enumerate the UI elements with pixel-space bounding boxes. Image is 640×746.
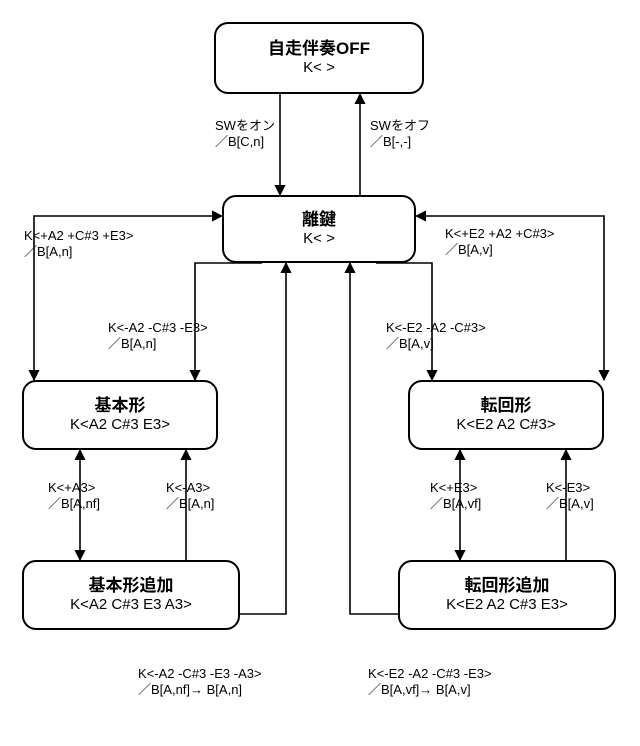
node-off: 自走伴奏OFF K< > bbox=[214, 22, 424, 94]
node-basic-add-title: 基本形追加 bbox=[89, 575, 174, 596]
node-basic-add-sub: K<A2 C#3 E3 A3> bbox=[70, 596, 192, 615]
node-off-title: 自走伴奏OFF bbox=[268, 38, 370, 59]
label-rel-to-inv: K<+E2 +A2 +C#3> ／B[A,v] bbox=[445, 226, 555, 259]
node-release-sub: K< > bbox=[303, 230, 335, 249]
label-inv-up: K<-E3> ／B[A,v] bbox=[546, 480, 594, 513]
label-inv-to-rel-short: K<-E2 -A2 -C#3> ／B[A,v] bbox=[386, 320, 486, 353]
node-inversion-add: 転回形追加 K<E2 A2 C#3 E3> bbox=[398, 560, 616, 630]
node-inversion-sub: K<E2 A2 C#3> bbox=[456, 416, 555, 435]
label-basic-add-to-rel: K<-A2 -C#3 -E3 -A3> ／B[A,nf]→ B[A,n] bbox=[138, 666, 262, 699]
node-basic-add: 基本形追加 K<A2 C#3 E3 A3> bbox=[22, 560, 240, 630]
node-release-title: 離鍵 bbox=[302, 209, 336, 230]
label-sw-off: SWをオフ ／B[-,-] bbox=[370, 118, 430, 151]
node-basic-sub: K<A2 C#3 E3> bbox=[70, 416, 170, 435]
label-inv-add-to-rel: K<-E2 -A2 -C#3 -E3> ／B[A,vf]→ B[A,v] bbox=[368, 666, 492, 699]
label-basic-down: K<+A3> ／B[A,nf] bbox=[48, 480, 100, 513]
node-basic: 基本形 K<A2 C#3 E3> bbox=[22, 380, 218, 450]
label-basic-up: K<-A3> ／B[A,n] bbox=[166, 480, 214, 513]
node-inversion: 転回形 K<E2 A2 C#3> bbox=[408, 380, 604, 450]
node-inversion-add-sub: K<E2 A2 C#3 E3> bbox=[446, 596, 568, 615]
edges-layer bbox=[0, 0, 640, 746]
label-inv-down: K<+E3> ／B[A,vf] bbox=[430, 480, 481, 513]
label-basic-to-rel-short: K<-A2 -C#3 -E3> ／B[A,n] bbox=[108, 320, 208, 353]
state-diagram: 自走伴奏OFF K< > 離鍵 K< > 基本形 K<A2 C#3 E3> 転回… bbox=[0, 0, 640, 746]
node-inversion-title: 転回形 bbox=[481, 395, 532, 416]
node-release: 離鍵 K< > bbox=[222, 195, 416, 263]
node-basic-title: 基本形 bbox=[95, 395, 146, 416]
node-inversion-add-title: 転回形追加 bbox=[465, 575, 550, 596]
label-rel-to-basic: K<+A2 +C#3 +E3> ／B[A,n] bbox=[24, 228, 134, 261]
node-off-sub: K< > bbox=[303, 59, 335, 78]
label-sw-on: SWをオン ／B[C,n] bbox=[215, 118, 275, 151]
